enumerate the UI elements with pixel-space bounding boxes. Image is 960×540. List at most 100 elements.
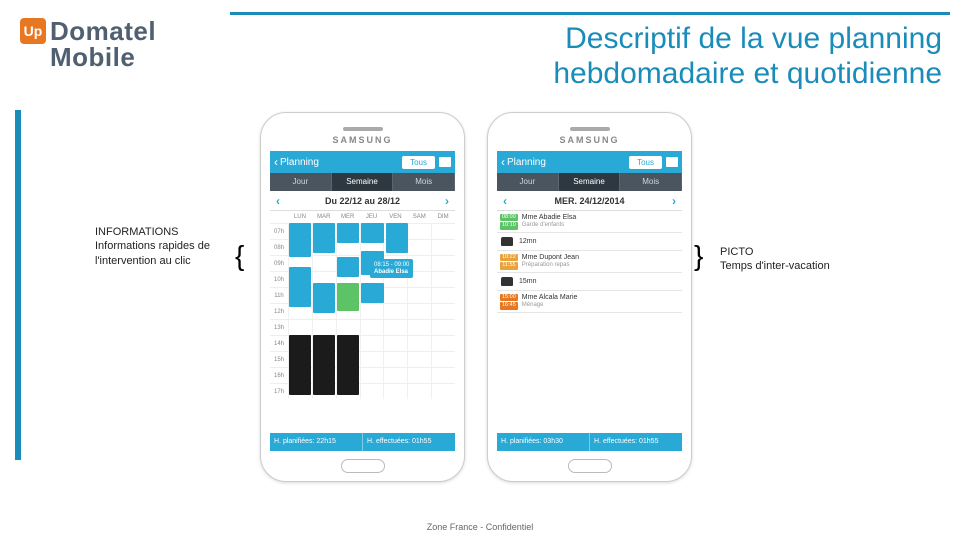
weekday-label: MAR xyxy=(312,211,336,223)
phone-daily: SAMSUNG ‹ Planning Tous JourSemaineMois … xyxy=(487,112,692,482)
callout-title: PICTO xyxy=(720,245,880,259)
task-row[interactable]: 15:0016:45Mme Alcala MarieMénage xyxy=(497,291,682,313)
weekday-label: SAM xyxy=(407,211,431,223)
calendar-cell[interactable] xyxy=(336,320,360,335)
calendar-cell[interactable] xyxy=(360,384,384,399)
calendar-event[interactable] xyxy=(337,283,359,311)
calendar-event[interactable] xyxy=(337,335,359,395)
task-title: Mme Dupont JeanPréparation repas xyxy=(522,254,579,268)
calendar-event[interactable] xyxy=(337,257,359,277)
calendar-cell[interactable] xyxy=(431,240,455,255)
callout-body: Temps d'inter-vacation xyxy=(720,259,880,273)
calendar-cell[interactable] xyxy=(431,256,455,271)
calendar-cell[interactable] xyxy=(431,288,455,303)
calendar-event[interactable] xyxy=(313,335,335,395)
date-label: MER. 24/12/2014 xyxy=(554,196,624,206)
calendar-grid[interactable]: 07h08h09h10h11h12h13h14h15h16h17h08:15 -… xyxy=(270,223,455,433)
calendar-cell[interactable] xyxy=(383,320,407,335)
filter-tous-button[interactable]: Tous xyxy=(402,156,435,169)
filter-tous-button[interactable]: Tous xyxy=(629,156,662,169)
time-badge: 10:2211:55 xyxy=(500,254,518,270)
calendar-cell[interactable] xyxy=(383,368,407,383)
planned-hours: H. planifiées: 22h15 xyxy=(270,433,362,451)
chat-icon[interactable] xyxy=(666,157,678,167)
calendar-cell[interactable] xyxy=(407,320,431,335)
calendar-cell[interactable] xyxy=(407,336,431,351)
calendar-cell[interactable] xyxy=(383,384,407,399)
hour-label: 12h xyxy=(270,304,288,319)
calendar-cell[interactable] xyxy=(360,320,384,335)
tab-jour[interactable]: Jour xyxy=(270,173,332,191)
tab-jour[interactable]: Jour xyxy=(497,173,559,191)
phone-weekly: SAMSUNG ‹ Planning Tous JourSemaineMois … xyxy=(260,112,465,482)
callout-title: INFORMATIONS xyxy=(95,225,235,239)
header-title[interactable]: Planning xyxy=(280,157,319,168)
calendar-cell[interactable] xyxy=(407,384,431,399)
calendar-event[interactable] xyxy=(313,223,335,253)
calendar-cell[interactable] xyxy=(360,352,384,367)
next-arrow-icon[interactable]: › xyxy=(672,194,676,208)
next-arrow-icon[interactable]: › xyxy=(445,194,449,208)
calendar-cell[interactable] xyxy=(360,336,384,351)
calendar-event[interactable] xyxy=(386,223,408,253)
calendar-row: 13h xyxy=(270,319,455,335)
calendar-cell[interactable] xyxy=(431,352,455,367)
calendar-cell[interactable] xyxy=(360,304,384,319)
calendar-cell[interactable] xyxy=(431,320,455,335)
back-icon[interactable]: ‹ xyxy=(274,155,278,169)
time-badge: 08:0010:10 xyxy=(500,214,518,230)
calendar-cell[interactable] xyxy=(431,336,455,351)
calendar-cell[interactable] xyxy=(407,304,431,319)
calendar-cell[interactable] xyxy=(407,288,431,303)
calendar-event[interactable] xyxy=(337,223,359,243)
calendar-cell[interactable] xyxy=(407,240,431,255)
hour-label: 08h xyxy=(270,240,288,255)
prev-arrow-icon[interactable]: ‹ xyxy=(276,194,280,208)
calendar-cell[interactable] xyxy=(383,336,407,351)
calendar-event[interactable] xyxy=(289,335,311,395)
calendar-cell[interactable] xyxy=(312,320,336,335)
title-line-1: Descriptif de la vue planning xyxy=(553,22,942,57)
hour-label: 09h xyxy=(270,256,288,271)
calendar-cell[interactable] xyxy=(383,304,407,319)
calendar-cell[interactable] xyxy=(407,368,431,383)
tab-mois[interactable]: Mois xyxy=(620,173,682,191)
calendar-cell[interactable] xyxy=(431,384,455,399)
back-icon[interactable]: ‹ xyxy=(501,155,505,169)
calendar-cell[interactable] xyxy=(431,368,455,383)
calendar-cell[interactable] xyxy=(288,320,312,335)
tab-semaine[interactable]: Semaine xyxy=(332,173,394,191)
calendar-cell[interactable] xyxy=(407,352,431,367)
brand-line-1: Domatel xyxy=(50,18,156,44)
calendar-cell[interactable] xyxy=(360,368,384,383)
header-title[interactable]: Planning xyxy=(507,157,546,168)
hours-footer: H. planifiées: 22h15 H. effectuées: 01h5… xyxy=(270,433,455,451)
calendar-cell[interactable] xyxy=(431,224,455,239)
calendar-cell[interactable] xyxy=(383,352,407,367)
date-nav: ‹ MER. 24/12/2014 › xyxy=(497,191,682,211)
calendar-cell[interactable] xyxy=(431,272,455,287)
tab-semaine[interactable]: Semaine xyxy=(559,173,621,191)
prev-arrow-icon[interactable]: ‹ xyxy=(503,194,507,208)
calendar-cell[interactable] xyxy=(407,224,431,239)
calendar-cell[interactable] xyxy=(383,288,407,303)
calendar-event[interactable] xyxy=(361,283,383,303)
calendar-event[interactable] xyxy=(313,283,335,313)
task-row[interactable]: 10:2211:55 Mme Dupont JeanPréparation rep… xyxy=(497,251,682,273)
calendar-event[interactable] xyxy=(361,223,383,243)
calendar-event[interactable] xyxy=(289,223,311,257)
phone-home-button[interactable] xyxy=(568,459,612,473)
phone-home-button[interactable] xyxy=(341,459,385,473)
callout-body: Informations rapides de l'intervention a… xyxy=(95,239,235,268)
calendar-event[interactable] xyxy=(289,267,311,307)
task-row[interactable]: 08:0010:10Mme Abadie ElsaGarde d'enfants xyxy=(497,211,682,233)
calendar-cell[interactable] xyxy=(312,256,336,271)
hour-label: 15h xyxy=(270,352,288,367)
tab-mois[interactable]: Mois xyxy=(393,173,455,191)
calendar-cell[interactable] xyxy=(431,304,455,319)
weekday-label: MER xyxy=(336,211,360,223)
logo-block: Up Domatel Mobile xyxy=(20,18,156,70)
planned-hours: H. planifiées: 03h30 xyxy=(497,433,589,451)
chat-icon[interactable] xyxy=(439,157,451,167)
travel-duration: 12mn xyxy=(519,238,537,245)
